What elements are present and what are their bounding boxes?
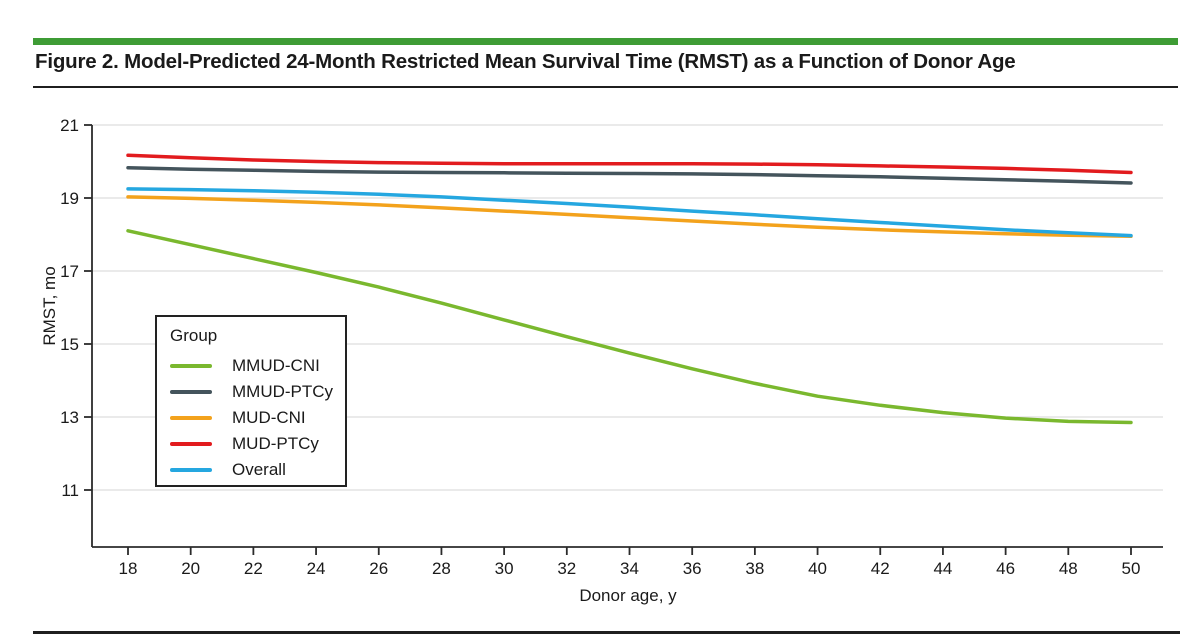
x-tick-label: 24 — [307, 559, 326, 578]
series-line-mud-ptcy — [126, 153, 1133, 175]
y-tick-label: 15 — [60, 335, 79, 354]
x-tick-label: 32 — [557, 559, 576, 578]
legend-item: MMUD-CNI — [170, 353, 332, 379]
x-tick-label: 42 — [871, 559, 890, 578]
y-tick-label: 21 — [60, 116, 79, 135]
y-axis-label: RMST, mo — [40, 266, 59, 346]
mud-ptcy-swatch — [170, 442, 212, 446]
x-tick-label: 48 — [1059, 559, 1078, 578]
legend-item: MUD-PTCy — [170, 431, 332, 457]
top-accent-bar — [33, 38, 1178, 45]
series-line-mud-cni — [126, 195, 1133, 239]
y-tick-labels: 21 19 17 15 13 11 — [60, 116, 92, 500]
series-line-mmud-ptcy — [126, 165, 1133, 185]
x-tick-labels: 18 20 22 24 26 28 30 32 34 36 38 40 42 44 46 48 50 — [119, 547, 1141, 578]
y-tick-label: 17 — [60, 262, 79, 281]
series-line-mmud-cni — [126, 229, 1133, 425]
x-tick-label: 22 — [244, 559, 263, 578]
legend-item: Overall — [170, 457, 332, 483]
overall-swatch — [170, 468, 212, 472]
bottom-divider — [33, 631, 1180, 634]
legend-label: Overall — [232, 460, 286, 479]
legend: Group MMUD-CNI MMUD-PTCy MUD-CNI MUD-PTC… — [155, 315, 347, 487]
x-tick-label: 40 — [808, 559, 827, 578]
x-tick-label: 38 — [745, 559, 764, 578]
series-lines — [126, 153, 1133, 425]
x-tick-label: 50 — [1122, 559, 1141, 578]
y-tick-label: 19 — [60, 189, 79, 208]
x-tick-label: 30 — [495, 559, 514, 578]
series-line-overall — [126, 187, 1133, 238]
legend-label: MUD-PTCy — [232, 434, 319, 453]
legend-label: MUD-CNI — [232, 408, 306, 427]
x-tick-label: 46 — [996, 559, 1015, 578]
x-tick-label: 34 — [620, 559, 639, 578]
y-tick-label: 13 — [60, 408, 79, 427]
legend-title: Group — [170, 326, 218, 345]
y-tick-label: 11 — [61, 481, 79, 500]
axes — [91, 125, 1163, 548]
figure-title: Figure 2. Model-Predicted 24-Month Restr… — [35, 50, 1016, 73]
mmud-cni-swatch — [170, 364, 212, 368]
x-tick-label: 20 — [181, 559, 200, 578]
x-tick-label: 28 — [432, 559, 451, 578]
x-tick-label: 18 — [119, 559, 138, 578]
title-divider — [33, 86, 1178, 88]
mud-cni-swatch — [170, 416, 212, 420]
x-tick-label: 44 — [933, 559, 952, 578]
legend-label: MMUD-CNI — [232, 356, 320, 375]
x-tick-label: 36 — [683, 559, 702, 578]
legend-item: MMUD-PTCy — [170, 379, 334, 405]
mmud-ptcy-swatch — [170, 390, 212, 394]
legend-item: MUD-CNI — [170, 405, 332, 431]
legend-label: MMUD-PTCy — [232, 382, 334, 401]
x-axis-label: Donor age, y — [579, 586, 677, 605]
x-tick-label: 26 — [369, 559, 388, 578]
